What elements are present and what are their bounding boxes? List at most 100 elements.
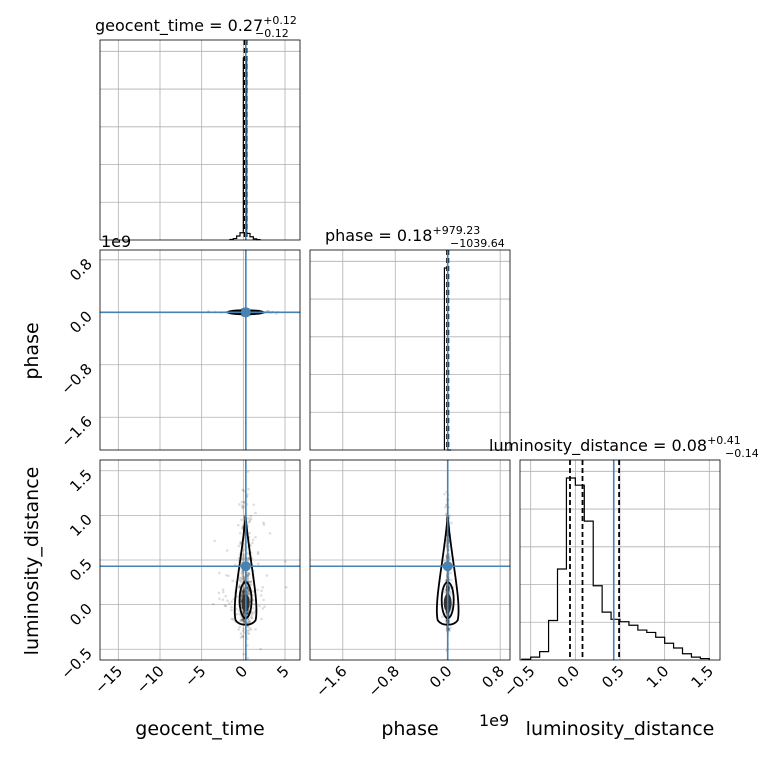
scatter-point: [250, 610, 254, 614]
scatter-point: [249, 517, 253, 521]
scatter-point: [260, 589, 263, 593]
xtick-label-luminosity_distance: 1.5: [688, 662, 718, 692]
scatter-point: [227, 574, 230, 578]
scatter-point: [449, 578, 453, 582]
panel-geocent_time-vs-geocent_time: [99, 39, 301, 241]
scatter-point: [247, 621, 251, 624]
scatter-point: [262, 598, 265, 602]
scatter-point: [240, 576, 243, 580]
scatter-point: [241, 635, 245, 638]
scatter-point: [248, 572, 251, 576]
scatter-point: [252, 611, 255, 615]
panel-phase-vs-geocent_time: −1.6 −0.8 0.0 0.8: [57, 249, 301, 451]
scatter-point: [246, 577, 249, 580]
scatter-point: [221, 598, 225, 601]
scatter-point: [249, 580, 253, 583]
ylabel-luminosity-distance: luminosity_distance: [21, 467, 43, 656]
scatter-point: [254, 628, 257, 631]
scatter-point: [218, 597, 221, 601]
panel-frame: [309, 459, 511, 661]
scatter-point: [242, 618, 245, 621]
title-phase-minus: −1039.64: [450, 237, 505, 250]
scatter-point: [241, 593, 244, 596]
scatter-point: [242, 590, 246, 594]
scatter-point: [247, 571, 250, 575]
scatter-point: [247, 574, 250, 578]
scatter-point: [239, 579, 242, 583]
scatter-point: [259, 594, 263, 597]
grid-lines: [100, 250, 300, 450]
scatter-point: [238, 576, 242, 580]
scatter-point: [246, 587, 250, 591]
scatter-point: [242, 652, 245, 656]
scatter-point: [239, 636, 243, 639]
scatter-point: [246, 557, 249, 561]
scatter-point: [250, 614, 254, 618]
truth-point: [442, 561, 453, 572]
scatter-point: [241, 577, 244, 581]
grid-lines: [100, 460, 300, 660]
scatter-point: [238, 531, 242, 535]
scatter-point: [448, 555, 452, 558]
phase-x-offset-text: 1e9: [479, 711, 509, 730]
scatter-point: [249, 544, 252, 547]
scatter-point: [268, 531, 272, 535]
scatter-point: [259, 647, 262, 651]
scatter-point: [246, 612, 249, 615]
title-luminosity-distance: luminosity_distance = 0.08+0.41: [489, 434, 741, 456]
ytick-label-phase: −0.8: [57, 360, 95, 398]
scatter-point: [246, 557, 250, 560]
scatter-point: [247, 629, 251, 632]
scatter-point: [246, 577, 250, 581]
panel-luminosity_distance-vs-luminosity_distance: −0.5 0.0 0.5 1.0 1.5: [500, 459, 721, 701]
scatter-point: [448, 557, 452, 561]
panel-luminosity_distance-vs-phase: −1.6 −0.8 0.0 0.8: [309, 459, 511, 701]
scatter-point: [262, 523, 266, 526]
scatter-point: [246, 656, 250, 660]
scatter-point: [238, 584, 242, 588]
scatter-point: [247, 487, 250, 491]
scatter-point: [240, 500, 244, 504]
scatter-point: [242, 589, 245, 592]
scatter-point: [448, 587, 451, 590]
scatter-point: [242, 574, 245, 578]
scatter-point: [249, 582, 253, 586]
scatter-point: [242, 629, 245, 633]
scatter-point: [249, 628, 253, 631]
scatter-point: [231, 579, 235, 583]
scatter-point: [250, 616, 253, 620]
panel-frame: [309, 249, 511, 451]
scatter-point: [243, 611, 246, 615]
scatter-point: [248, 626, 251, 630]
scatter-point: [238, 503, 241, 506]
scatter-point: [444, 588, 447, 591]
scatter-point: [243, 571, 246, 574]
scatter-point: [242, 619, 246, 623]
scatter-point: [240, 594, 244, 597]
scatter-point: [246, 625, 250, 629]
scatter-point: [239, 618, 243, 621]
scatter-point: [242, 589, 245, 593]
xtick-label-luminosity_distance: 0.5: [598, 662, 628, 692]
scatter-point: [238, 578, 241, 582]
scatter-point: [246, 644, 249, 647]
scatter-point: [247, 632, 251, 635]
ytick-label-luminosity_distance: 1.5: [66, 466, 96, 496]
scatter-point: [240, 518, 243, 522]
xtick-label-geocent_time: −10: [133, 662, 168, 697]
scatter-point: [241, 575, 245, 579]
ytick-label-luminosity_distance: 0.0: [66, 600, 96, 630]
scatter-point: [239, 542, 242, 546]
scatter-point: [250, 612, 254, 616]
scatter-point: [230, 605, 233, 609]
xtick-label-geocent_time: 5: [273, 662, 292, 681]
scatter-point: [254, 511, 257, 515]
scatter-point: [217, 591, 221, 595]
xtick-label-phase: −1.6: [312, 662, 350, 700]
scatter-point: [263, 605, 266, 608]
scatter-point: [240, 595, 243, 599]
scatter-point: [241, 573, 244, 577]
scatter-point: [239, 580, 243, 584]
xtick-label-luminosity_distance: −0.5: [500, 662, 538, 700]
